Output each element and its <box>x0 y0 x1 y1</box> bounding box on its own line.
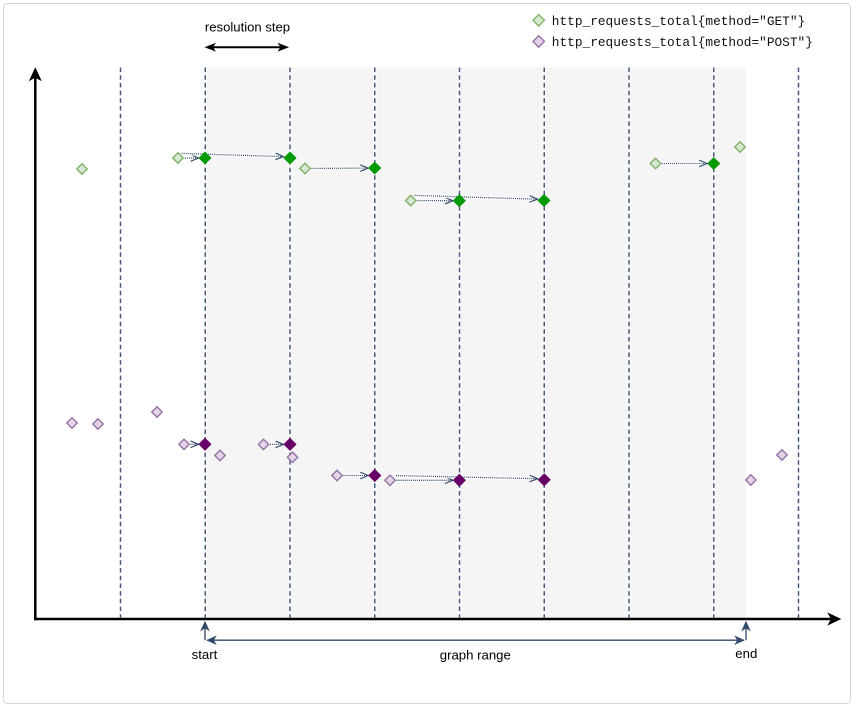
svg-text:http_requests_total{method="GE: http_requests_total{method="GET"} <box>552 14 805 29</box>
svg-text:resolution step: resolution step <box>205 20 290 35</box>
svg-text:graph range: graph range <box>440 648 511 663</box>
svg-text:end: end <box>735 646 757 661</box>
svg-text:http_requests_total{method="PO: http_requests_total{method="POST"} <box>552 35 813 50</box>
svg-text:start: start <box>192 647 218 662</box>
